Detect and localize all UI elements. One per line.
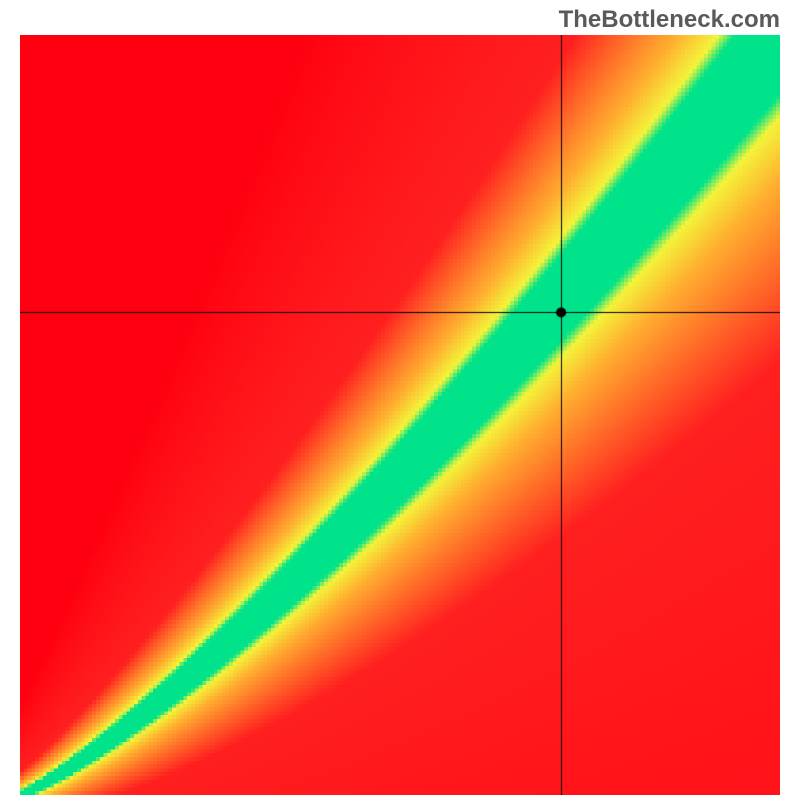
chart-container: TheBottleneck.com <box>0 0 800 800</box>
crosshair-overlay <box>20 35 780 795</box>
plot-area <box>20 35 780 795</box>
watermark-label: TheBottleneck.com <box>559 6 780 34</box>
